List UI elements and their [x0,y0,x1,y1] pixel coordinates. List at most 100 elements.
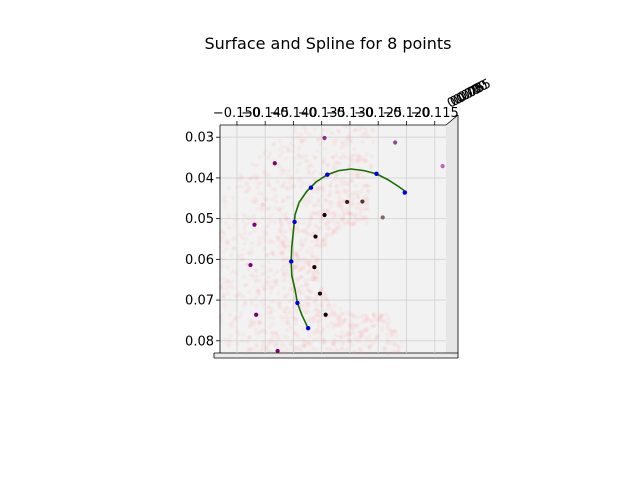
surface-point [312,273,317,279]
surface-point [288,175,294,180]
surface-point [302,197,308,202]
surface-point [345,219,350,224]
surface-point [244,180,249,185]
surface-point [368,333,373,338]
surface-point [312,307,318,313]
surface-point [223,203,228,209]
surface-point [336,314,341,320]
surface-point [243,300,248,306]
surface-point [300,140,305,145]
surface-point [247,324,253,329]
surface-point [345,210,351,216]
surface-point [355,323,360,328]
surface-point [364,316,369,321]
surface-point [283,245,288,250]
surface-point [350,191,356,197]
surface-point [341,320,346,326]
surface-point [311,277,316,282]
surface-point [319,186,324,191]
surface-point [359,350,365,355]
spline-point [288,259,294,264]
surface-point [340,139,346,145]
surface-point [362,131,367,136]
surface-point [316,242,321,247]
surface-point [291,304,296,310]
surface-point [351,330,356,335]
surface-point [240,257,245,262]
surface-point [254,331,259,336]
surface-point [239,257,245,262]
surface-point [250,217,255,222]
surface-point [305,159,310,164]
surface-point [298,247,303,253]
surface-point [316,209,322,215]
surface-point [382,345,387,350]
surface-point [265,179,271,184]
surface-point [309,339,314,345]
surface-point [248,319,253,324]
surface-point [305,301,311,307]
surface-point [261,151,267,156]
surface-point [246,347,251,352]
surface-point [277,208,283,213]
surface-point [369,324,374,330]
surface-point [384,312,389,317]
surface-point [347,332,352,337]
surface-point [306,169,312,174]
surface-point [254,162,260,168]
surface-point [342,348,348,353]
surface-point [222,194,227,200]
surface-point [263,279,269,284]
surface-point [360,217,366,222]
surface-point [279,341,285,346]
surface-point [337,319,343,325]
surface-point [287,177,292,182]
surface-point [337,190,342,196]
surface-point [313,202,318,208]
surface-point [316,197,321,203]
surface-point [274,277,279,283]
surface-point [370,139,376,145]
surface-point [291,143,296,149]
surface-point [268,310,273,315]
surface-point [324,208,329,214]
surface-point [246,250,251,255]
surface-point [366,189,372,194]
surface-point [348,156,353,161]
surface-point [302,341,307,346]
surface-point [364,183,370,189]
surface-point [260,215,266,221]
surface-point [336,201,341,206]
surface-point [369,318,374,324]
surface-point [365,188,371,193]
surface-point [281,258,286,263]
surface-point [288,228,294,233]
surface-point [341,207,346,212]
surface-point [372,339,377,345]
surface-point [317,244,322,249]
control-point [345,199,350,205]
grid-lines [220,125,446,353]
surface-point [229,252,234,257]
surface-point [307,258,313,264]
surface-point [312,154,317,160]
surface-point [321,237,326,242]
surface-point [346,182,351,188]
surface-point [237,315,243,320]
surface-point [219,263,225,268]
surface-point [345,333,350,339]
surface-point [298,184,303,189]
surface-point [276,206,282,212]
surface-point [316,330,321,335]
surface-point [320,294,325,300]
surface-point [350,153,356,158]
surface-point [307,295,312,300]
surface-point [300,290,305,295]
surface-point [224,220,229,226]
back-pane [220,125,446,353]
surface-point [355,201,360,206]
surface-point [236,291,241,296]
surface-point [318,226,324,231]
surface-point [357,217,362,222]
surface-point [360,333,365,338]
